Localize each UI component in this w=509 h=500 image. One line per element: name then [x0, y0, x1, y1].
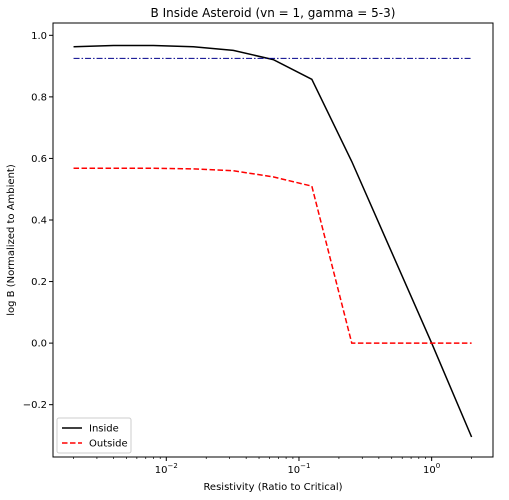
x-tick-base: 10 — [423, 465, 436, 476]
y-tick-label: 0.6 — [31, 154, 47, 165]
y-axis: −0.2 0.0 0.2 0.4 0.6 0.8 1.0 — [23, 31, 53, 411]
x-tick-label: 10−2 — [155, 462, 178, 476]
legend-label-outside: Outside — [89, 439, 128, 450]
x-tick-exponent: −1 — [300, 462, 310, 470]
y-tick-label: 0.0 — [31, 339, 47, 350]
x-tick-exponent: −2 — [167, 462, 177, 470]
x-axis: 10−2 10−1 100 — [73, 457, 472, 476]
x-tick-base: 10 — [287, 465, 300, 476]
y-tick-label: 0.8 — [31, 92, 47, 103]
y-tick-label: 0.4 — [31, 215, 47, 226]
y-tick-label: 0.2 — [31, 277, 47, 288]
y-tick-label: 1.0 — [31, 31, 47, 42]
inside-series-line — [73, 44, 473, 438]
legend-label-inside: Inside — [89, 424, 119, 435]
plot-frame — [52, 22, 494, 458]
outside-series-line — [73, 167, 472, 344]
x-tick-label: 10−1 — [287, 462, 310, 476]
y-tick-label: −0.2 — [23, 400, 47, 411]
chart-title: B Inside Asteroid (vn = 1, gamma = 5-3) — [151, 6, 396, 20]
x-tick-base: 10 — [155, 465, 168, 476]
series-layer — [73, 44, 473, 438]
x-axis-label: Resistivity (Ratio to Critical) — [203, 482, 342, 493]
x-tick-label: 100 — [423, 462, 440, 476]
legend-box — [56, 417, 132, 454]
x-tick-exponent: 0 — [436, 462, 440, 470]
legend: Inside Outside — [56, 417, 132, 454]
y-axis-label: log B (Normalized to Ambient) — [6, 164, 17, 316]
